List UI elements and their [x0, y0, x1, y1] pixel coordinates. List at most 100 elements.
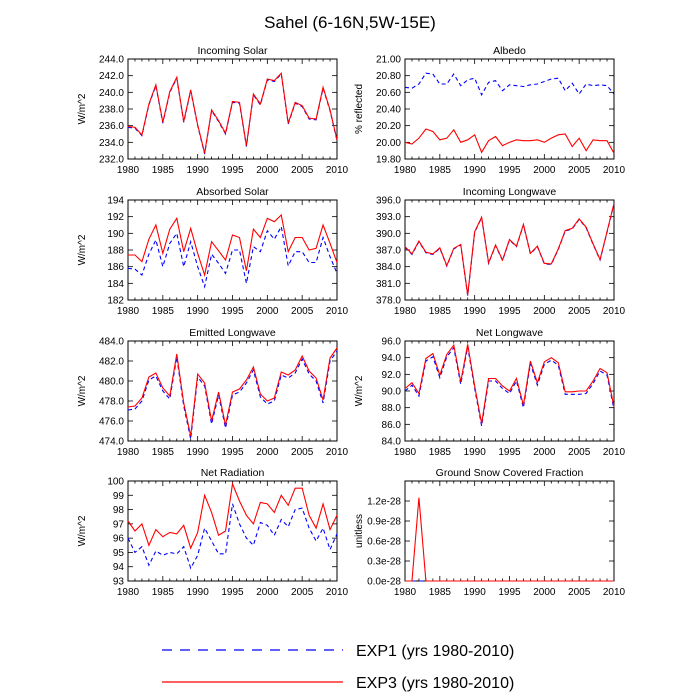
x-tick-label: 1980 [394, 306, 417, 317]
y-tick-label: 186 [107, 262, 124, 273]
legend-exp3-label: EXP3 (yrs 1980-2010) [356, 675, 514, 692]
y-tick-label: 484.0 [99, 337, 124, 348]
x-tick-label: 2010 [603, 447, 626, 458]
x-tick-label: 1985 [429, 165, 452, 176]
y-tick-label: 184 [107, 279, 124, 290]
x-tick-label: 2005 [291, 447, 314, 458]
x-tick-label: 1995 [498, 165, 521, 176]
y-tick-label: 92.0 [382, 370, 402, 381]
y-tick-label: 236.0 [99, 121, 124, 132]
y-tick-label: 99 [113, 491, 125, 502]
x-tick-label: 1990 [187, 447, 210, 458]
series-exp1-line [404, 203, 615, 296]
panel-absorbed-solar: Absorbed Solar 182 184 186 188 190 192 194 1980 1… [77, 186, 349, 317]
x-tick-label: 1980 [117, 306, 140, 317]
x-tick-label: 1980 [117, 165, 140, 176]
y-axis-label: W/m^2 [77, 234, 88, 265]
series-exp3-line [127, 347, 338, 437]
x-tick-label: 1990 [187, 587, 210, 598]
x-tick-label: 1995 [221, 165, 244, 176]
series-exp3-line [404, 128, 615, 154]
plot-frame [127, 199, 338, 301]
x-tick-label: 1980 [394, 165, 417, 176]
x-tick-label: 2005 [568, 165, 591, 176]
x-tick-label: 2005 [568, 447, 591, 458]
x-tick-label: 2000 [533, 306, 556, 317]
y-tick-label: 234.0 [99, 138, 124, 149]
x-tick-label: 2010 [326, 587, 349, 598]
series-exp3-line [127, 71, 338, 154]
x-tick-label: 2010 [326, 165, 349, 176]
y-tick-label: 396.0 [376, 196, 401, 207]
y-tick-label: 100 [107, 477, 124, 488]
panel-incoming-longwave: Incoming Longwave 378.0 381.0 384.0 387.0 390… [376, 186, 626, 317]
y-tick-label: 188 [107, 246, 124, 257]
y-tick-label: 96 [113, 534, 125, 545]
series-exp1-line [127, 503, 338, 570]
series-exp1-line [127, 350, 338, 440]
y-tick-label: 242.0 [99, 71, 124, 82]
x-tick-label: 1990 [187, 165, 210, 176]
y-tick-label: 88.0 [382, 403, 402, 414]
y-tick-label: 86.0 [382, 420, 402, 431]
y-tick-label: 378.0 [376, 296, 401, 307]
y-tick-label: 20.60 [376, 88, 401, 99]
plot-frame [404, 199, 615, 301]
y-axis-label: % reflected [354, 84, 365, 134]
x-tick-label: 1980 [394, 587, 417, 598]
panel-title: Absorbed Solar [196, 186, 269, 198]
y-axis-label: W/m^2 [354, 375, 365, 406]
panel-title: Incoming Longwave [463, 186, 557, 198]
x-tick-label: 1995 [221, 587, 244, 598]
panel-emitted-longwave: Emitted Longwave 474.0 476.0 478.0 480.0 482.… [77, 327, 349, 458]
x-tick-label: 2000 [533, 165, 556, 176]
panel-net-radiation: Net Radiation 93 94 95 96 97 98 99 100 1980 1985 19… [77, 467, 349, 598]
x-tick-label: 1990 [187, 306, 210, 317]
panel-grid: Incoming Solar 232.0 234.0 236.0 238.0 240.0 2… [77, 45, 626, 598]
x-tick-label: 1985 [152, 165, 175, 176]
y-tick-label: 393.0 [376, 212, 401, 223]
x-tick-label: 2005 [291, 306, 314, 317]
y-axis-label: W/m^2 [77, 375, 88, 406]
x-tick-label: 1985 [429, 587, 452, 598]
legend: EXP1 (yrs 1980-2010) EXP3 (yrs 1980-2010) [162, 643, 514, 692]
x-tick-label: 1985 [152, 306, 175, 317]
y-tick-label: 182 [107, 296, 124, 307]
series-exp3-line [404, 203, 615, 296]
y-tick-label: 20.20 [376, 121, 401, 132]
legend-exp1-label: EXP1 (yrs 1980-2010) [356, 643, 514, 660]
plot-frame [127, 58, 338, 160]
y-tick-label: 97 [113, 519, 125, 530]
y-tick-label: 84.0 [382, 437, 402, 448]
x-tick-label: 2000 [256, 306, 279, 317]
y-tick-label: 0.6e-28 [367, 537, 401, 548]
series-exp1-line [404, 346, 615, 427]
panel-title: Ground Snow Covered Fraction [436, 467, 584, 479]
y-tick-label: 240.0 [99, 88, 124, 99]
y-tick-label: 190 [107, 229, 124, 240]
plot-frame [127, 340, 338, 442]
x-tick-label: 2000 [533, 587, 556, 598]
y-tick-label: 95 [113, 548, 125, 559]
y-tick-label: 480.0 [99, 377, 124, 388]
x-tick-label: 1995 [498, 306, 521, 317]
series-exp3-line [127, 481, 338, 550]
y-tick-label: 476.0 [99, 417, 124, 428]
y-tick-label: 93 [113, 577, 125, 588]
panel-title: Albedo [493, 45, 526, 57]
x-tick-label: 2010 [603, 587, 626, 598]
y-tick-label: 94 [113, 562, 125, 573]
y-tick-label: 90.0 [382, 387, 402, 398]
x-tick-label: 2005 [568, 587, 591, 598]
y-tick-label: 0.0e-28 [367, 577, 401, 588]
panel-title: Emitted Longwave [189, 327, 276, 339]
y-tick-label: 381.0 [376, 279, 401, 290]
x-tick-label: 1995 [498, 587, 521, 598]
plot-frame [404, 480, 615, 582]
series-exp3-line [128, 213, 338, 278]
series-exp1-line [127, 72, 338, 155]
x-tick-label: 2010 [326, 306, 349, 317]
y-axis-label: W/m^2 [77, 515, 88, 546]
figure-title: Sahel (6-16N,5W-15E) [264, 13, 436, 32]
